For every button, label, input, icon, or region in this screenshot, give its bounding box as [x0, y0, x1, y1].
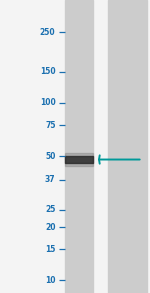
Text: 20: 20	[45, 222, 56, 231]
Text: 50: 50	[45, 152, 56, 161]
Bar	[65, 153, 93, 166]
Bar	[108, 0, 147, 293]
Text: 15: 15	[45, 245, 56, 254]
Bar	[65, 0, 93, 293]
Text: 100: 100	[40, 98, 56, 108]
Text: 37: 37	[45, 175, 56, 184]
Text: 25: 25	[45, 205, 56, 214]
Text: 10: 10	[45, 276, 56, 285]
Text: 150: 150	[40, 67, 56, 76]
Text: 250: 250	[40, 28, 56, 37]
Text: 75: 75	[45, 121, 56, 130]
Bar	[65, 156, 93, 163]
